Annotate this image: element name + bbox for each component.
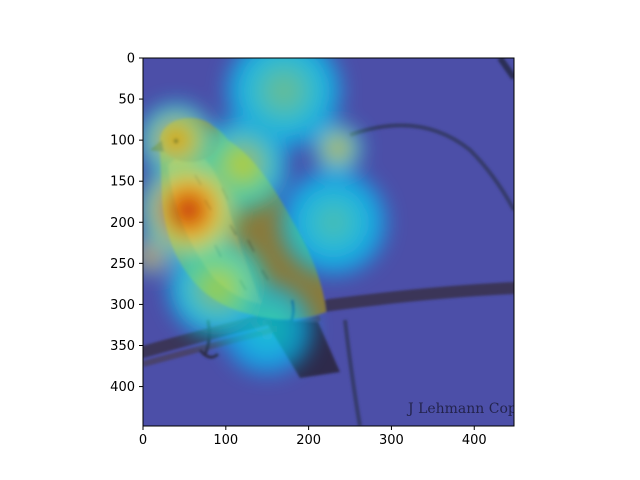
y-axis: 0 50 100 150 200 250 300 350 400: [110, 52, 143, 395]
heat-hotspot: [274, 81, 294, 101]
watermark-text: J Lehmann Cope: [406, 401, 525, 417]
x-tick-label: 400: [462, 433, 487, 448]
heat-hotspot: [180, 201, 197, 219]
y-tick-label: 300: [110, 298, 135, 313]
heat-hotspot: [234, 157, 250, 173]
y-tick-label: 200: [110, 216, 135, 231]
heat-hotspot: [333, 144, 342, 153]
y-tick-label: 100: [110, 134, 135, 149]
heat-hotspot: [259, 321, 275, 337]
y-tick-label: 350: [110, 339, 135, 354]
heat-hotspot: [169, 133, 183, 147]
x-tick-label: 200: [296, 433, 321, 448]
x-tick-label: 0: [139, 433, 147, 448]
y-tick-label: 250: [110, 257, 135, 272]
y-tick-label: 0: [127, 52, 135, 67]
x-axis: 0 100 200 300 400: [139, 426, 487, 448]
heat-hotspot: [324, 213, 343, 232]
y-tick-label: 400: [110, 380, 135, 395]
heat-hotspot: [148, 252, 155, 259]
y-tick-label: 50: [118, 93, 135, 108]
y-tick-label: 150: [110, 175, 135, 190]
axes-frame: [142, 57, 515, 427]
x-tick-label: 300: [379, 433, 404, 448]
x-tick-label: 100: [213, 433, 238, 448]
heatmap-overlay: [143, 58, 388, 375]
axes-area: J Lehmann Cope 0 100 200 300 400 0 50 100 150 20…: [110, 52, 525, 448]
heat-hotspot: [209, 279, 226, 297]
